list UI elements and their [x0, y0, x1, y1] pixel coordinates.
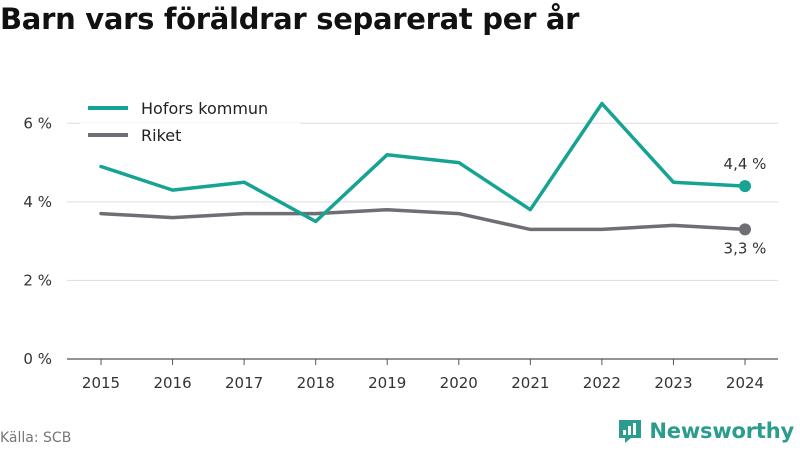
- end-point-marker: [739, 223, 751, 236]
- x-tick-label: 2023: [654, 374, 692, 392]
- newsworthy-logo-icon: [619, 420, 642, 443]
- y-tick-label: 6 %: [23, 114, 52, 132]
- series-line: [99, 207, 747, 232]
- x-tick-label: 2024: [726, 374, 764, 392]
- y-tick-label: 0 %: [23, 350, 52, 368]
- y-axis-ticks: 0 % 2 % 4 % 6 %: [23, 114, 52, 368]
- x-tick-label: 2017: [225, 374, 263, 392]
- legend-label: Hofors kommun: [141, 99, 268, 118]
- brand-name: Newsworthy: [649, 419, 794, 443]
- brand[interactable]: Newsworthy: [617, 418, 794, 444]
- series-lines: 3,3 % 4,4 %: [99, 101, 767, 257]
- x-tick-label: 2018: [297, 374, 335, 392]
- x-tick-label: 2022: [583, 374, 621, 392]
- legend-label: Riket: [141, 126, 181, 145]
- x-axis-ticks: 2015 2016 2017 2018 2019 2020 2021 2022 2023 2024: [82, 359, 764, 392]
- x-tick-label: 2021: [511, 374, 549, 392]
- x-tick-label: 2020: [440, 374, 478, 392]
- end-point-marker: [739, 180, 751, 193]
- source-note: Källa: SCB: [0, 430, 72, 446]
- legend: Hofors kommun Riket: [80, 96, 300, 147]
- y-tick-label: 2 %: [23, 271, 52, 289]
- x-tick-label: 2016: [153, 374, 191, 392]
- x-tick-label: 2015: [82, 374, 120, 392]
- chart-title: Barn vars föräldrar separerat per år: [0, 2, 580, 36]
- end-value-label: 4,4 %: [724, 155, 767, 173]
- x-tick-label: 2019: [368, 374, 406, 392]
- end-value-label: 3,3 %: [724, 239, 767, 257]
- y-tick-label: 4 %: [23, 193, 52, 211]
- series-line: [99, 101, 747, 224]
